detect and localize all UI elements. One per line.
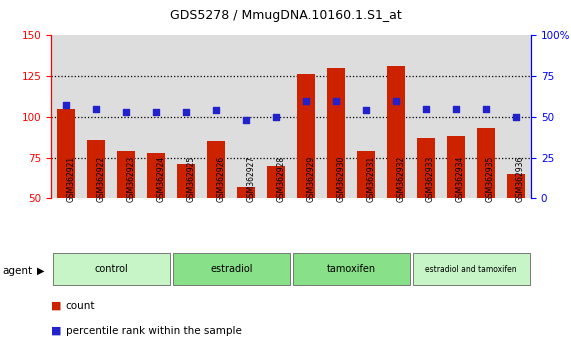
- Point: [62, 103, 71, 108]
- Bar: [177, 164, 195, 198]
- Bar: [118, 151, 135, 198]
- Text: GSM362933: GSM362933: [426, 156, 435, 202]
- Text: tamoxifen: tamoxifen: [327, 264, 376, 274]
- FancyBboxPatch shape: [53, 253, 170, 285]
- Point: [182, 109, 191, 115]
- Text: GSM362936: GSM362936: [516, 156, 525, 202]
- Point: [452, 106, 461, 112]
- Bar: [327, 68, 345, 198]
- Text: GSM362935: GSM362935: [486, 156, 495, 202]
- Bar: [447, 136, 465, 198]
- Text: percentile rank within the sample: percentile rank within the sample: [66, 326, 242, 336]
- Point: [272, 114, 281, 120]
- Text: GSM362923: GSM362923: [126, 156, 135, 202]
- Point: [122, 109, 131, 115]
- Bar: [417, 138, 435, 198]
- Text: GSM362934: GSM362934: [456, 156, 465, 202]
- Point: [421, 106, 431, 112]
- Bar: [87, 139, 105, 198]
- Text: GSM362922: GSM362922: [96, 156, 106, 202]
- Text: estradiol: estradiol: [210, 264, 252, 274]
- Point: [512, 114, 521, 120]
- Point: [301, 98, 311, 103]
- Bar: [477, 128, 495, 198]
- Point: [152, 109, 161, 115]
- Point: [332, 98, 341, 103]
- Text: GSM362926: GSM362926: [216, 156, 226, 202]
- Bar: [507, 174, 525, 198]
- Point: [242, 117, 251, 123]
- Bar: [207, 141, 225, 198]
- Text: control: control: [94, 264, 128, 274]
- Point: [481, 106, 490, 112]
- Text: GSM362921: GSM362921: [66, 156, 75, 202]
- Bar: [267, 166, 286, 198]
- FancyBboxPatch shape: [173, 253, 289, 285]
- Text: GSM362931: GSM362931: [366, 156, 375, 202]
- Text: GSM362924: GSM362924: [156, 156, 166, 202]
- Bar: [147, 153, 166, 198]
- Text: GSM362929: GSM362929: [306, 156, 315, 202]
- Bar: [357, 151, 375, 198]
- Text: agent: agent: [3, 266, 33, 276]
- FancyBboxPatch shape: [293, 253, 409, 285]
- Text: estradiol and tamoxifen: estradiol and tamoxifen: [425, 264, 517, 274]
- Bar: [57, 109, 75, 198]
- FancyBboxPatch shape: [413, 253, 529, 285]
- Point: [92, 106, 101, 112]
- Text: GSM362927: GSM362927: [246, 156, 255, 202]
- Text: GSM362925: GSM362925: [186, 156, 195, 202]
- Text: count: count: [66, 301, 95, 311]
- Point: [361, 108, 371, 113]
- Text: GDS5278 / MmugDNA.10160.1.S1_at: GDS5278 / MmugDNA.10160.1.S1_at: [170, 9, 401, 22]
- Bar: [238, 187, 255, 198]
- Text: ■: ■: [51, 301, 62, 311]
- Bar: [297, 74, 315, 198]
- Text: ■: ■: [51, 326, 62, 336]
- Text: GSM362928: GSM362928: [276, 156, 286, 202]
- Bar: [387, 66, 405, 198]
- Text: GSM362930: GSM362930: [336, 156, 345, 202]
- Text: ▶: ▶: [37, 266, 45, 276]
- Text: GSM362932: GSM362932: [396, 156, 405, 202]
- Point: [392, 98, 401, 103]
- Point: [212, 108, 221, 113]
